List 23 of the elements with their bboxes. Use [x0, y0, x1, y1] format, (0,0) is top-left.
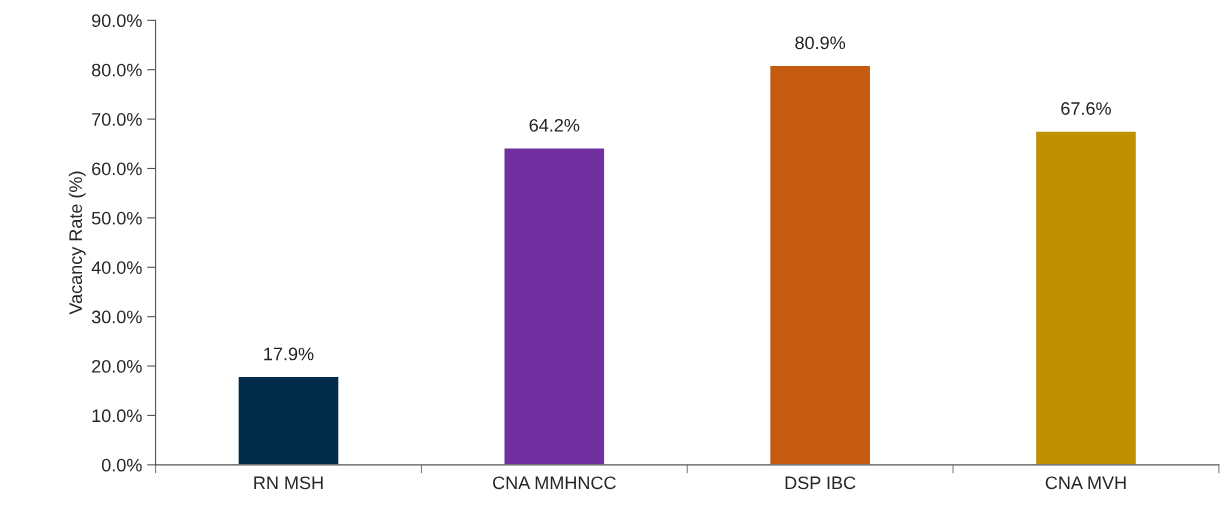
y-tick-label: 80.0%: [91, 63, 142, 77]
y-tick-label: 90.0%: [92, 14, 142, 28]
data-label: 67.6%: [1061, 102, 1111, 115]
data-label: 17.9%: [264, 347, 314, 361]
y-tick-label: 20.0%: [92, 359, 142, 373]
data-label: 64.2%: [529, 118, 580, 132]
x-tick-label: RN MSH: [254, 476, 323, 490]
bar: [237, 375, 340, 465]
x-tick-label: DSP IBC: [785, 476, 856, 490]
x-tick-label: CNA MMHNCC: [493, 476, 616, 490]
y-tick-label: 40.0%: [91, 261, 142, 274]
y-tick-label: 0.0%: [101, 458, 142, 472]
y-tick-label: 30.0%: [91, 310, 142, 324]
y-tick-label: 60.0%: [92, 162, 142, 176]
bar: [1034, 130, 1138, 465]
data-label: 80.9%: [795, 36, 846, 50]
x-tick-label: CNA MVH: [1045, 476, 1126, 490]
y-tick-label: 50.0%: [91, 211, 142, 225]
bar: [503, 147, 606, 465]
y-tick-label: 70.0%: [92, 113, 142, 126]
y-tick-label: 10.0%: [92, 409, 142, 423]
bar: [768, 64, 872, 465]
y-axis-title: Vacancy Rate (%): [68, 171, 86, 315]
